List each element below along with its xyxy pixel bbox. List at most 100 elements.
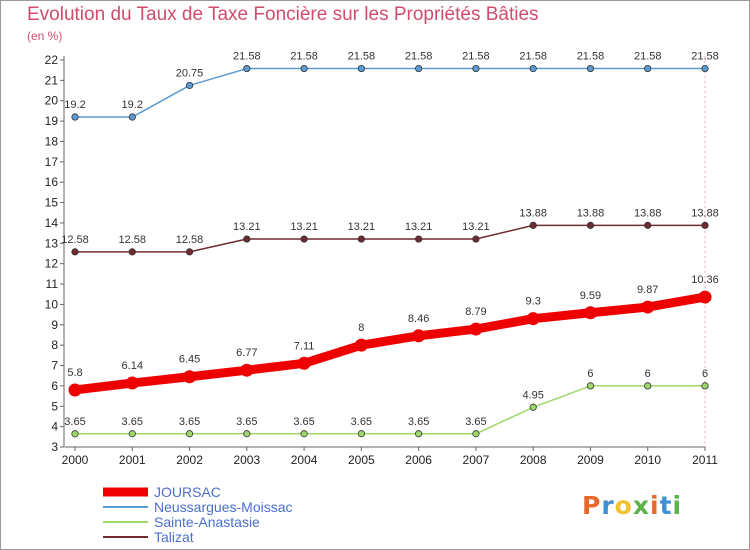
- x-tick-label: 2001: [119, 453, 146, 467]
- data-label: 3.65: [408, 416, 429, 428]
- data-label: 8.79: [465, 306, 486, 318]
- data-label: 3.65: [465, 416, 486, 428]
- data-label: 9.59: [580, 290, 601, 302]
- data-point: [128, 113, 136, 121]
- y-tick-label: 7: [51, 359, 58, 373]
- series-line: [70, 292, 710, 395]
- series-talizat: 12.58 12.58 12.58 13.21 13.21 13.21 13.21 13.21…: [61, 207, 719, 256]
- data-point: [357, 64, 365, 73]
- data-point: [529, 403, 537, 411]
- data-point: [185, 430, 194, 438]
- legend-label: Sainte-Anastasie: [154, 514, 260, 530]
- data-point: [357, 235, 365, 243]
- data-label: 21.58: [691, 51, 719, 63]
- data-point: [128, 430, 136, 438]
- data-label: 10.36: [691, 274, 719, 286]
- data-label: 20.75: [176, 67, 204, 79]
- data-label: 3.65: [179, 416, 200, 428]
- series-neussargues-moissac: 19.2 19.2 20.75 21.58 21.58 21.58 21.58 21.58 21…: [64, 51, 719, 121]
- legend-label: Neussargues-Moissac: [154, 499, 293, 515]
- y-tick-label: 18: [45, 134, 59, 148]
- data-point: [71, 248, 79, 256]
- data-label: 7.11: [294, 340, 315, 352]
- data-label: 3.65: [236, 416, 257, 428]
- data-label: 13.21: [290, 221, 318, 233]
- data-label: 13.21: [233, 221, 261, 233]
- data-label: 3.65: [122, 416, 143, 428]
- data-point: [529, 64, 537, 73]
- data-point: [415, 430, 423, 438]
- data-label: 12.58: [176, 234, 204, 246]
- data-point: [243, 64, 251, 73]
- legend-label: Talizat: [154, 529, 194, 545]
- y-tick-label: 13: [45, 236, 59, 250]
- x-tick-label: 2011: [692, 453, 718, 467]
- y-tick-label: 3: [51, 440, 58, 454]
- data-point: [526, 312, 540, 326]
- x-tick-label: 2004: [291, 453, 318, 467]
- data-point: [125, 376, 139, 390]
- data-label: 4.95: [522, 389, 543, 401]
- data-label: 3.65: [351, 416, 372, 428]
- series-joursac: 5.8 6.14 6.45 6.77 7.11 8 8.46 8.79 9.3 9.59 9.87 1…: [67, 274, 719, 397]
- data-point: [586, 221, 595, 229]
- data-point: [644, 64, 652, 73]
- data-point: [183, 370, 197, 384]
- data-point: [415, 235, 423, 243]
- y-tick-label: 11: [46, 277, 59, 291]
- y-tick-label: 22: [45, 53, 59, 67]
- data-point: [300, 64, 308, 73]
- x-tick-label: 2009: [577, 453, 604, 467]
- data-label: 13.21: [405, 221, 433, 233]
- data-point: [412, 329, 426, 343]
- data-point: [641, 300, 655, 314]
- x-tick-label: 2000: [62, 453, 89, 467]
- y-unit-label: (en %): [27, 29, 63, 43]
- y-tick-label: 21: [45, 73, 59, 87]
- data-label: 5.8: [67, 367, 82, 379]
- data-label: 8: [358, 322, 364, 334]
- data-point: [357, 430, 365, 438]
- data-point: [698, 290, 712, 304]
- data-point: [529, 221, 537, 229]
- series-line: [74, 67, 706, 118]
- data-label: 6.14: [122, 360, 143, 372]
- data-label: 3.65: [293, 416, 314, 428]
- y-tick-label: 6: [51, 379, 58, 393]
- data-point: [297, 356, 311, 370]
- data-point: [415, 64, 423, 73]
- data-point: [243, 430, 251, 438]
- data-point: [586, 382, 595, 390]
- data-point: [701, 221, 709, 229]
- data-point: [185, 248, 194, 256]
- data-label: 21.58: [290, 51, 318, 63]
- x-tick-label: 2005: [348, 453, 375, 467]
- data-label: 21.58: [348, 51, 376, 63]
- data-point: [472, 430, 480, 438]
- legend-label: JOURSAC: [154, 484, 221, 500]
- data-label: 13.21: [348, 221, 376, 233]
- data-point: [644, 221, 652, 229]
- data-point: [240, 363, 254, 377]
- data-label: 21.58: [519, 51, 547, 63]
- data-point: [472, 235, 480, 243]
- data-label: 21.58: [233, 51, 261, 63]
- data-label: 19.2: [64, 99, 85, 111]
- chart-title: Evolution du Taux de Taxe Foncière sur l…: [27, 4, 539, 25]
- x-tick-label: 2007: [463, 453, 490, 467]
- x-tick-label: 2002: [176, 453, 203, 467]
- data-point: [68, 383, 82, 397]
- data-label: 8.46: [408, 313, 429, 325]
- data-label: 13.88: [634, 207, 662, 219]
- y-tick-label: 10: [45, 297, 59, 311]
- data-label: 9.87: [637, 284, 658, 296]
- data-label: 13.88: [519, 207, 547, 219]
- data-point: [300, 430, 308, 438]
- y-tick-label: 9: [51, 318, 58, 332]
- data-point: [586, 64, 595, 73]
- data-point: [243, 235, 251, 243]
- data-label: 13.88: [691, 207, 719, 219]
- data-point: [71, 113, 79, 121]
